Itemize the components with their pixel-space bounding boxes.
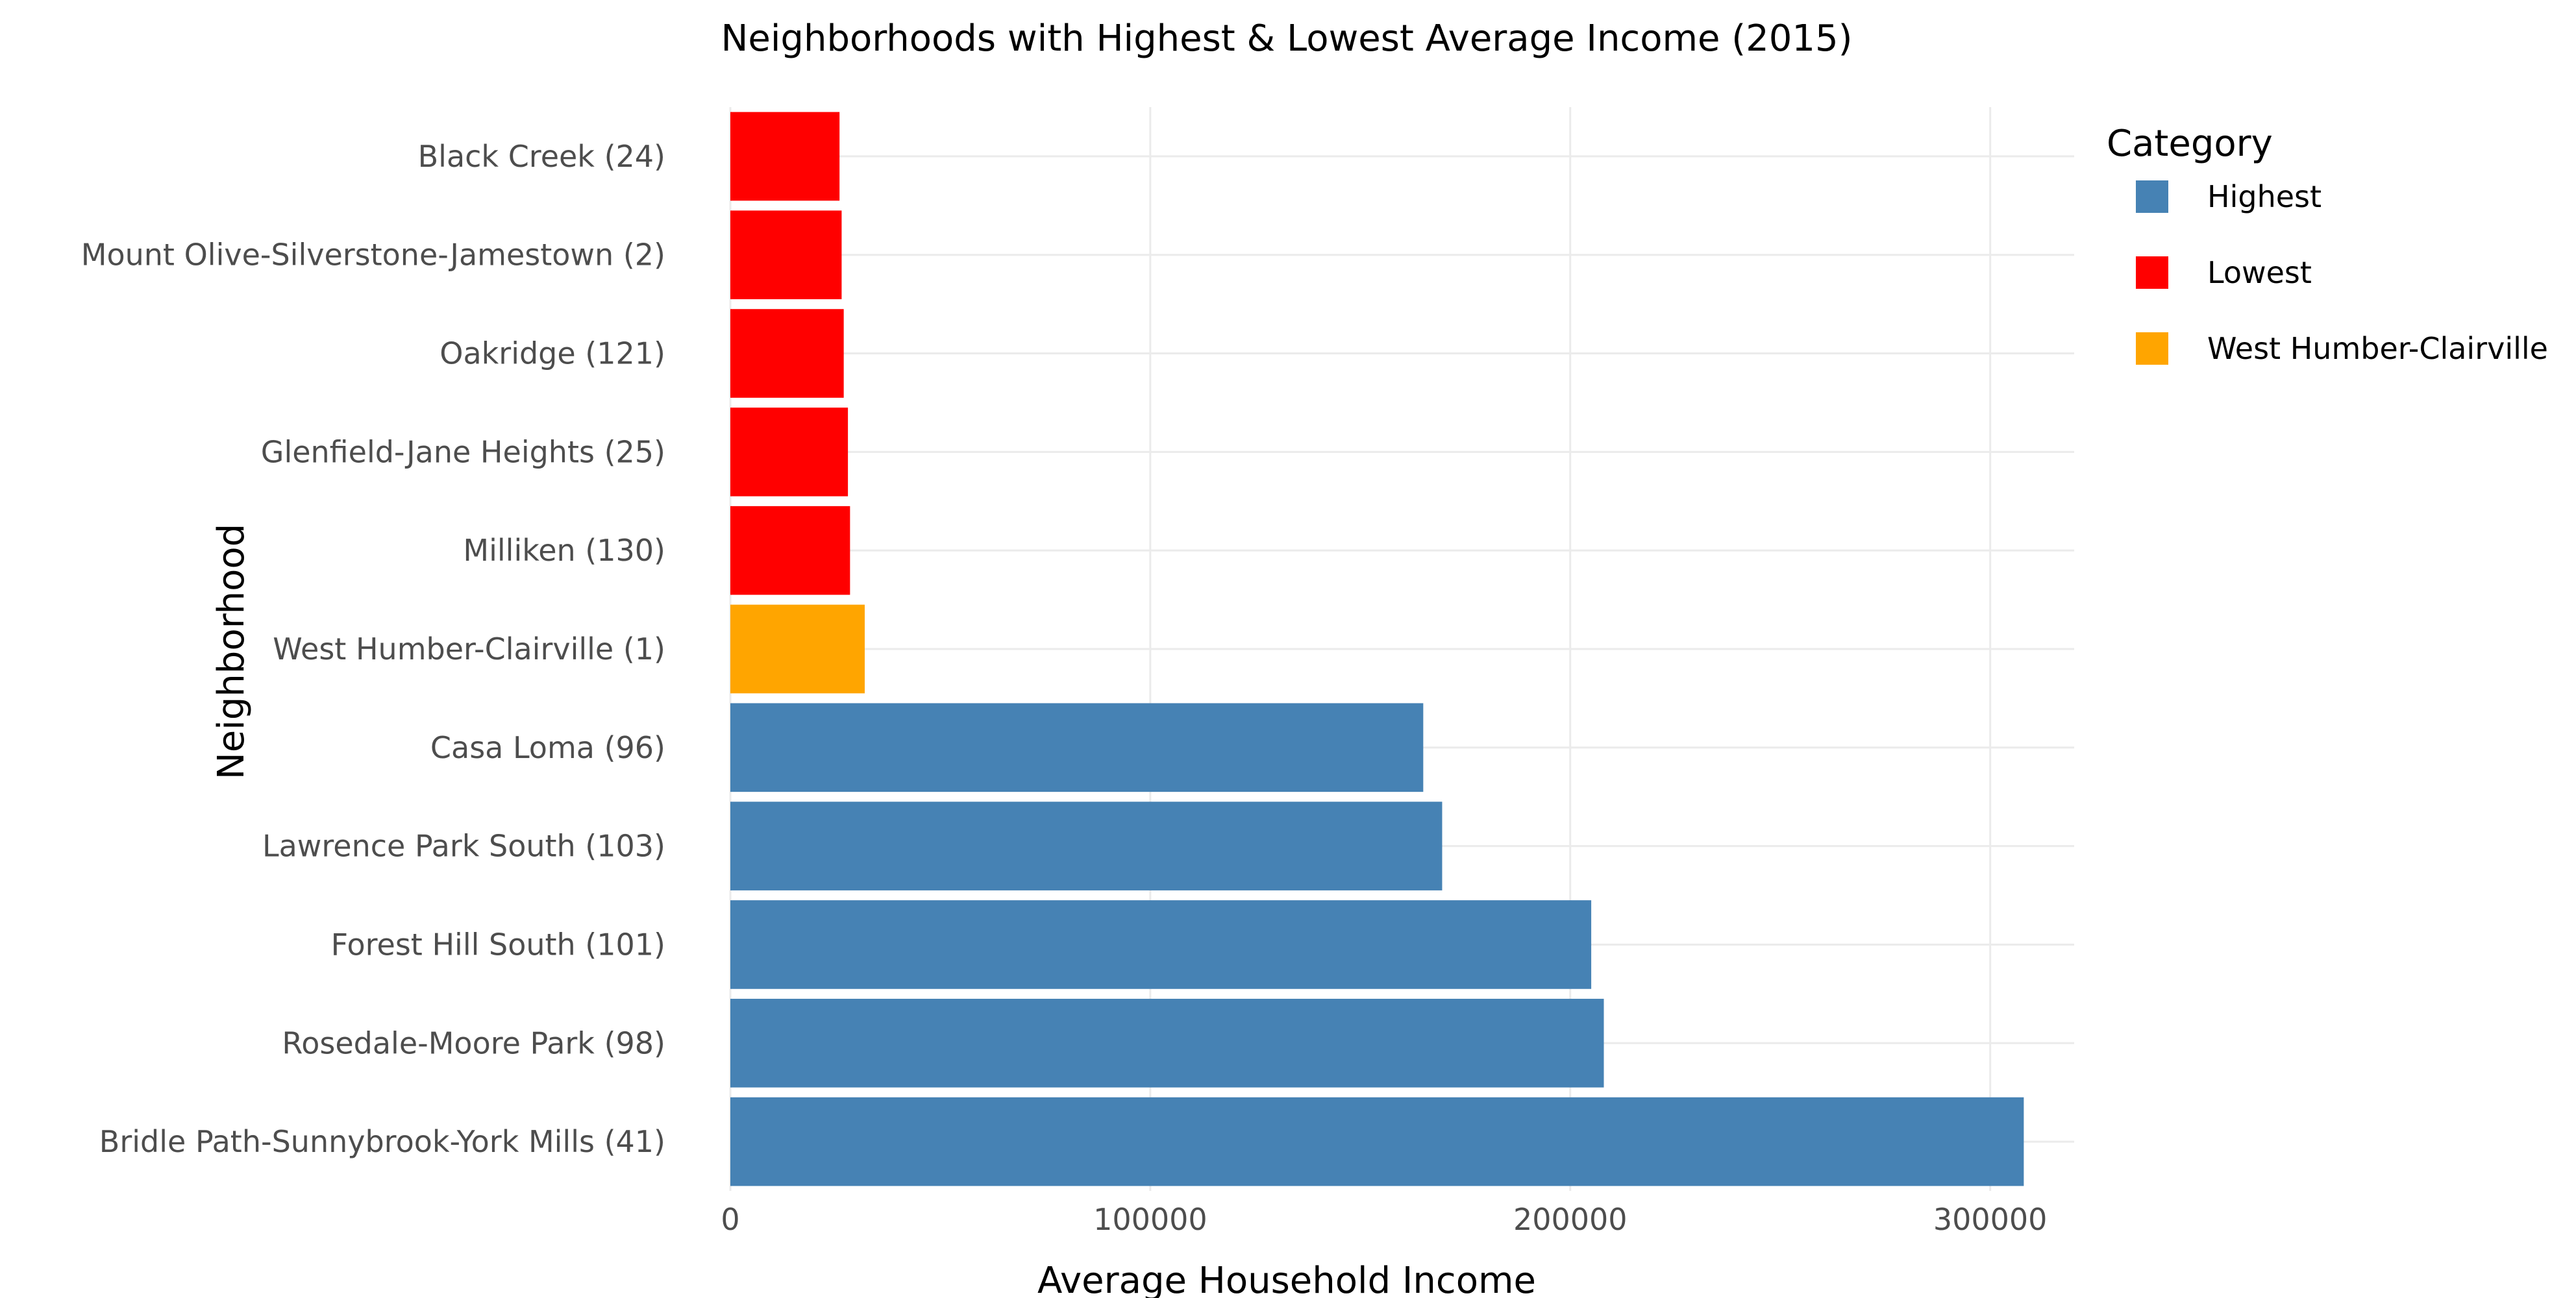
y-tick-label: Rosedale-Moore Park (98) (282, 1025, 665, 1060)
x-tick-label: 200000 (1513, 1202, 1628, 1237)
bar (730, 506, 850, 595)
y-tick-label: Milliken (130) (463, 533, 665, 568)
y-tick-label: Bridle Path-Sunnybrook-York Mills (41) (99, 1124, 665, 1159)
y-axis-title: Neighborhood (210, 524, 253, 779)
legend-swatch (2136, 332, 2168, 365)
legend-label: West Humber-Clairville (2207, 331, 2548, 366)
y-tick-label: West Humber-Clairville (1) (273, 631, 665, 667)
y-tick-label: Forest Hill South (101) (331, 927, 665, 962)
y-tick-label: Glenfield-Jane Heights (25) (261, 434, 665, 469)
bar (730, 900, 1592, 989)
legend-entries: Highest Lowest West Humber-Clairville (2136, 179, 2548, 366)
bars-layer (730, 112, 2024, 1186)
bar (730, 703, 1424, 792)
y-tick-labels: Black Creek (24) Mount Olive-Silverstone-… (81, 139, 665, 1159)
bar (730, 802, 1443, 890)
bar (730, 408, 848, 496)
y-tick-label: Mount Olive-Silverstone-Jamestown (2) (81, 238, 665, 273)
legend-swatch (2136, 256, 2168, 289)
x-tick-label: 100000 (1093, 1202, 1208, 1237)
bar (730, 998, 1604, 1088)
legend-label: Lowest (2207, 255, 2312, 290)
bar (730, 309, 844, 398)
legend-title: Category (2107, 123, 2273, 165)
bar (730, 604, 865, 694)
chart-title: Neighborhoods with Highest & Lowest Aver… (721, 18, 1853, 60)
legend: Category Highest Lowest West Humber-Clairv… (2107, 123, 2548, 366)
x-tick-label: 0 (721, 1202, 739, 1237)
legend-label: Highest (2207, 179, 2322, 214)
legend-swatch (2136, 180, 2168, 213)
x-axis-title: Average Household Income (1037, 1260, 1536, 1298)
y-tick-label: Casa Loma (96) (430, 730, 665, 765)
x-tick-labels: 0 100000 200000 300000 (721, 1202, 2047, 1237)
y-tick-label: Black Creek (24) (418, 139, 665, 174)
bar (730, 210, 842, 300)
x-tick-label: 300000 (1933, 1202, 2048, 1237)
bar (730, 1097, 2024, 1186)
bar (730, 112, 840, 201)
y-tick-label: Oakridge (121) (440, 336, 665, 371)
y-tick-label: Lawrence Park South (103) (262, 829, 665, 864)
